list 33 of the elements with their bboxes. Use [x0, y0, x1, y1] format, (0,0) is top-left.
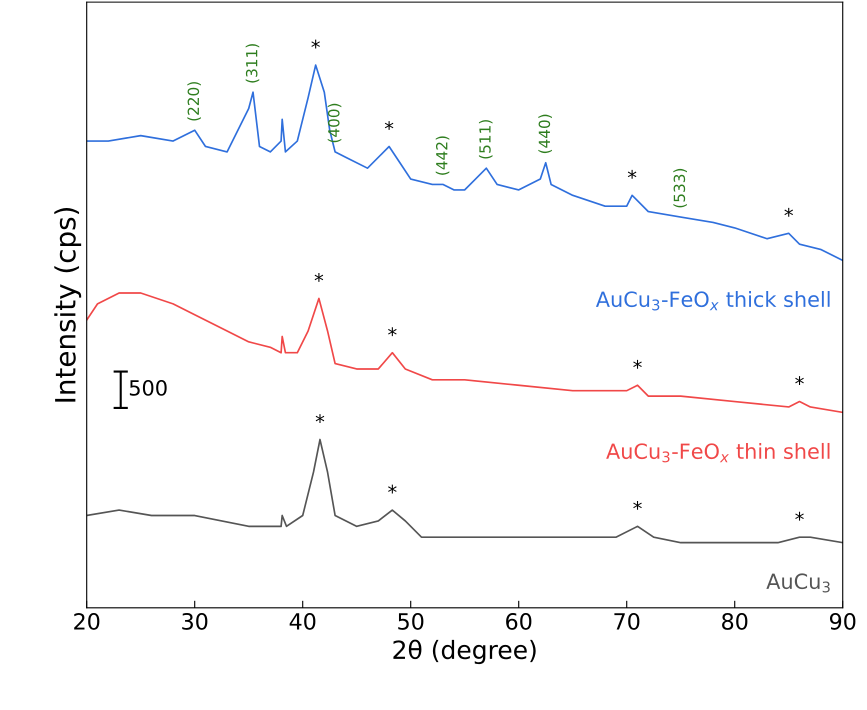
x-axis-title: 2θ (degree) — [393, 640, 536, 664]
annotation: (511) — [478, 120, 493, 159]
x-tick-label: 70 — [614, 613, 640, 630]
series-label: AuCu$_{3}$-FeO$_{x}$ thick shell — [596, 291, 830, 310]
y-axis-title: Intensity (cps) — [54, 208, 82, 402]
x-tick-label: 30 — [182, 613, 208, 630]
x-tick-label: 80 — [722, 613, 748, 630]
annotation: 500 — [130, 380, 167, 396]
annotation: * — [795, 376, 804, 385]
annotation: * — [628, 170, 636, 179]
annotation: * — [384, 121, 394, 130]
annotation: * — [388, 484, 397, 494]
annotation: * — [314, 273, 324, 282]
annotation: (220) — [187, 82, 201, 121]
annotation: * — [311, 40, 320, 49]
annotation: (442) — [436, 136, 450, 175]
annotation: * — [633, 500, 642, 510]
annotation: * — [316, 414, 324, 423]
annotation: * — [633, 360, 642, 369]
x-tick-label: 20 — [74, 613, 100, 630]
annotation: * — [795, 512, 804, 521]
series-label: AuCu$_{3}$ — [766, 573, 830, 592]
annotation: * — [388, 327, 397, 336]
x-tick-label: 60 — [506, 613, 532, 630]
annotation: (400) — [328, 104, 342, 142]
series-label: AuCu$_{3}$-FeO$_{x}$ thin shell — [606, 442, 830, 462]
x-tick-label: 50 — [398, 613, 424, 630]
annotation: (440) — [538, 114, 552, 154]
x-tick-label: 90 — [830, 613, 856, 630]
annotation: (533) — [673, 168, 687, 208]
annotation: * — [784, 208, 794, 217]
annotation: (311) — [246, 44, 260, 83]
x-tick-label: 40 — [290, 613, 316, 630]
